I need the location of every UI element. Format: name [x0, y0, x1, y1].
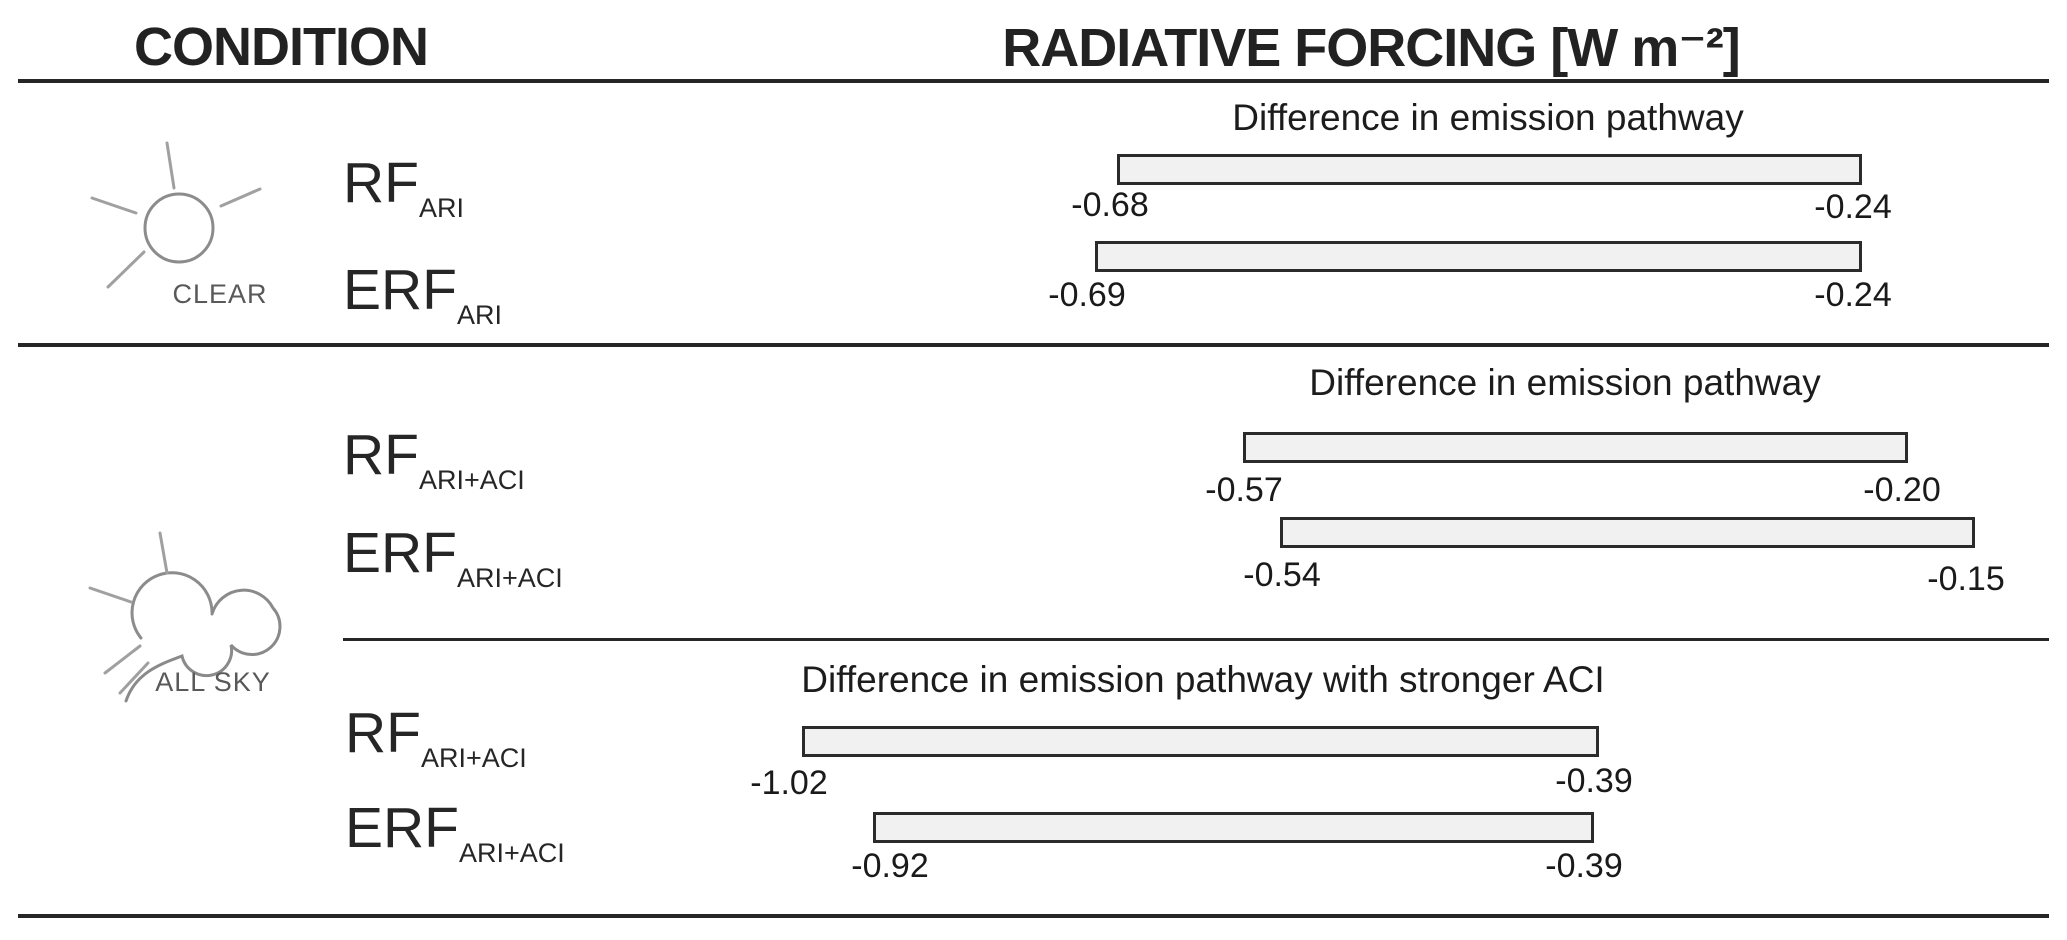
range-bar-erf-ari: [1095, 241, 1862, 272]
row-label-erf-ari: ERFARI: [343, 258, 503, 330]
range-bar-erf-ari-aci-strong: [873, 812, 1594, 843]
section-1-title: Difference in emission pathway: [1232, 97, 1744, 138]
condition-column-header: CONDITION: [134, 17, 429, 77]
min-value-erf-ari-aci: -0.54: [1243, 556, 1321, 594]
sun-icon: [90, 141, 262, 289]
clear-condition-label: CLEAR: [172, 279, 268, 309]
bottom-border-line: [18, 914, 2049, 918]
row-label-rf-ari-aci: RFARI+ACI: [343, 423, 525, 495]
min-value-rf-ari-aci-strong: -1.02: [750, 764, 828, 802]
clear-section-divider-line: [18, 343, 2049, 347]
section-2-title: Difference in emission pathway: [1309, 362, 1821, 403]
max-value-rf-ari-aci-strong: -0.39: [1555, 762, 1633, 800]
row-label-erf-ari-aci-strong: ERFARI+ACI: [345, 796, 565, 868]
all-sky-condition-label: ALL SKY: [155, 667, 271, 697]
max-value-erf-ari-aci: -0.15: [1927, 560, 2005, 598]
min-value-erf-ari-aci-strong: -0.92: [851, 847, 929, 885]
max-value-rf-ari: -0.24: [1814, 188, 1892, 226]
range-bar-rf-ari: [1117, 154, 1862, 185]
min-value-rf-ari: -0.68: [1071, 186, 1149, 224]
max-value-erf-ari-aci-strong: -0.39: [1545, 847, 1623, 885]
row-label-erf-ari-aci: ERFARI+ACI: [343, 521, 563, 593]
row-label-rf-ari: RFARI: [343, 151, 464, 223]
section-3-title: Difference in emission pathway with stro…: [801, 659, 1605, 700]
range-bar-rf-ari-aci: [1243, 432, 1908, 463]
min-value-rf-ari-aci: -0.57: [1205, 471, 1283, 509]
range-bar-erf-ari-aci: [1280, 517, 1975, 548]
sun-behind-cloud-icon: [88, 531, 282, 703]
min-value-erf-ari: -0.69: [1048, 276, 1126, 314]
all-sky-subsection-divider-line: [343, 638, 2049, 641]
row-label-rf-ari-aci-strong: RFARI+ACI: [345, 701, 527, 773]
radiative-forcing-column-header: RADIATIVE FORCING [W m⁻²]: [1002, 18, 1740, 78]
max-value-erf-ari: -0.24: [1814, 276, 1892, 314]
header-divider-line: [18, 79, 2049, 83]
max-value-rf-ari-aci: -0.20: [1863, 471, 1941, 509]
range-bar-rf-ari-aci-strong: [802, 726, 1599, 757]
